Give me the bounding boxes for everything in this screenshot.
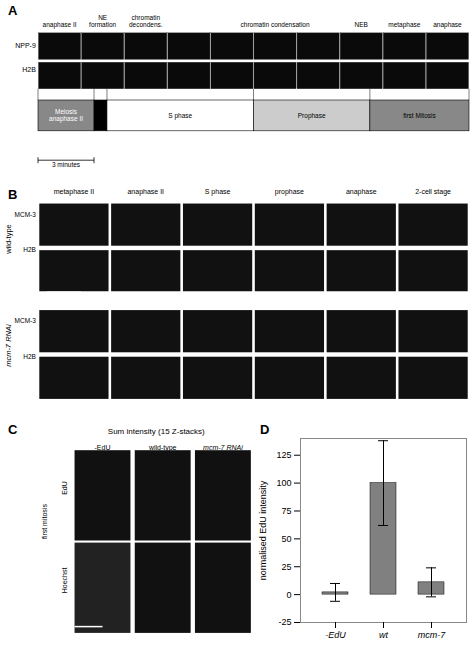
svg-text:normalised EdU intensity: normalised EdU intensity [258,480,268,580]
svg-text:50: 50 [281,534,291,544]
svg-text:NPP-9: NPP-9 [15,42,36,49]
svg-text:anaphase II: anaphase II [43,21,77,29]
svg-text:wild-type: wild-type [148,444,177,452]
svg-text:2-cell stage: 2-cell stage [415,188,451,196]
svg-text:75: 75 [281,506,291,516]
svg-text:S phase: S phase [168,112,192,120]
svg-text:first Mitosis: first Mitosis [403,112,436,119]
svg-text:25: 25 [281,562,291,572]
svg-text:H2B: H2B [23,246,36,253]
svg-text:wild-type: wild-type [4,224,13,255]
svg-text:-25: -25 [278,617,291,627]
svg-text:wt: wt [379,630,388,640]
svg-text:Sum intensity (15 Z-stacks): Sum intensity (15 Z-stacks) [108,427,205,436]
svg-text:-EdU: -EdU [325,630,346,640]
svg-text:EdU: EdU [61,481,68,495]
svg-text:D: D [260,422,269,437]
svg-text:-EdU: -EdU [95,444,111,451]
svg-text:metaphase II: metaphase II [54,188,95,196]
svg-text:C: C [8,422,18,437]
svg-text:mcm-7: mcm-7 [418,630,446,640]
svg-text:Meiosisanaphase II: Meiosisanaphase II [49,108,83,123]
svg-text:H2B: H2B [22,66,36,73]
svg-text:anaphase: anaphase [433,21,462,29]
svg-text:NEB: NEB [355,21,368,28]
svg-text:mcm-7 RNAi: mcm-7 RNAi [4,324,13,367]
svg-text:MCM-3: MCM-3 [15,211,37,218]
svg-text:Hoechst: Hoechst [61,568,68,594]
svg-text:H2B: H2B [23,353,36,360]
svg-text:100: 100 [276,478,291,488]
svg-text:metaphase: metaphase [388,21,421,29]
svg-text:mcm-7 RNAi: mcm-7 RNAi [203,444,243,451]
svg-text:prophase: prophase [275,188,304,196]
svg-text:MCM-3: MCM-3 [15,317,37,324]
svg-text:chromatindecondens.: chromatindecondens. [129,14,163,28]
svg-text:A: A [8,3,18,18]
svg-text:anaphase II: anaphase II [127,188,164,196]
svg-text:S phase: S phase [205,188,231,196]
svg-text:chromatin condensation: chromatin condensation [241,21,310,28]
svg-text:125: 125 [276,450,291,460]
svg-text:anaphase: anaphase [346,188,377,196]
svg-text:0: 0 [286,590,291,600]
svg-text:NEformation: NEformation [89,14,116,28]
svg-text:first mitosis: first mitosis [41,504,48,540]
svg-text:3 minutes: 3 minutes [52,161,81,168]
svg-text:Prophase: Prophase [298,112,326,120]
svg-text:B: B [8,187,17,202]
